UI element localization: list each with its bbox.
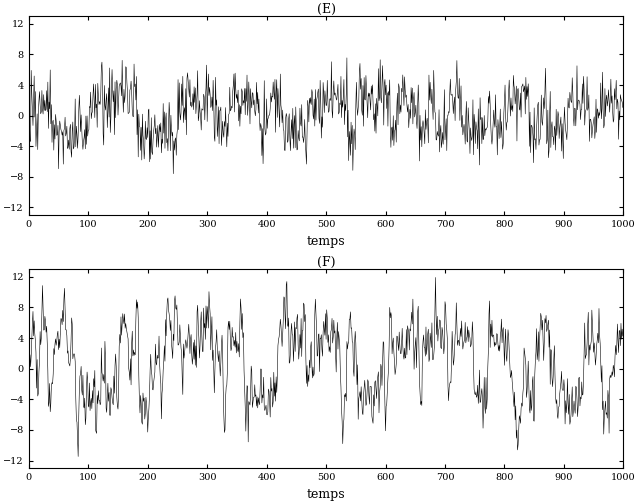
X-axis label: temps: temps — [307, 234, 346, 247]
X-axis label: temps: temps — [307, 488, 346, 500]
Title: (E): (E) — [316, 4, 335, 16]
Title: (F): (F) — [317, 257, 335, 270]
